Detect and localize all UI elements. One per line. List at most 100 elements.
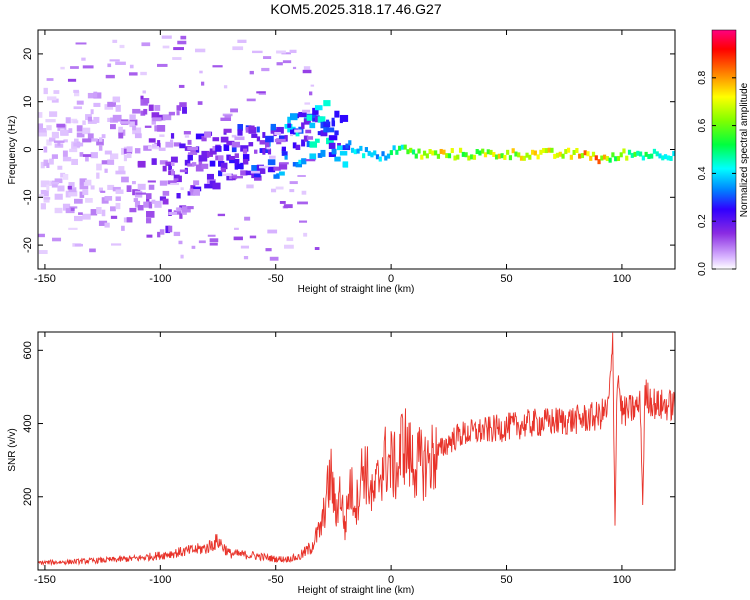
spectrogram-cell: [46, 78, 54, 81]
spectrogram-cell: [69, 148, 78, 153]
spectrogram-cell: [74, 138, 79, 146]
spectrogram-cell: [126, 153, 132, 159]
spectrogram-cell: [57, 185, 65, 192]
spectrogram-cell: [85, 179, 92, 186]
spectrogram-cell: [353, 149, 357, 155]
x-tick-label: 0: [388, 273, 394, 285]
spectrogram-cell: [528, 154, 532, 160]
spectrogram-cell: [132, 180, 136, 185]
spectrogram-cell: [317, 131, 323, 136]
spectrogram-cell: [359, 145, 363, 151]
spectrogram-cell: [115, 196, 121, 202]
spectrogram-cell: [73, 89, 79, 93]
spectrogram-cell: [112, 39, 118, 43]
spectrogram-cell: [172, 57, 182, 60]
spectrogram-cell: [74, 90, 80, 97]
spectrogram-cell: [237, 129, 243, 136]
spectrogram-cell: [180, 187, 184, 191]
spectrogram-cell: [511, 148, 515, 154]
x-tick-label: -50: [268, 574, 284, 586]
y-tick-label: 0: [22, 146, 34, 152]
spectrogram-cell: [143, 145, 152, 151]
spectrogram-cell: [187, 139, 192, 145]
spectrogram-cell: [123, 154, 127, 162]
spectrogram-cell: [193, 180, 200, 186]
spectrogram-cell: [157, 140, 161, 147]
spectrogram-cell: [162, 165, 167, 172]
spectrogram-cell: [475, 149, 479, 155]
spectrogram-cell: [298, 159, 303, 165]
spectrogram-cell: [428, 149, 432, 155]
spectrogram-cell: [220, 136, 229, 143]
snr-y-axis-label: SNR (v/v): [7, 428, 18, 471]
spectrogram-cell: [470, 154, 474, 160]
spectrogram-cell: [187, 163, 195, 167]
spectrogram-cell: [184, 159, 191, 166]
snr-frame: [37, 331, 676, 571]
colorbar-tick-label: 0.4: [697, 166, 708, 180]
spectrogram-cell: [292, 142, 297, 149]
spectrogram-cell: [141, 42, 151, 47]
spectrogram-cell: [259, 140, 266, 145]
spectrogram-cell: [414, 153, 418, 159]
spectrogram-cell: [328, 142, 336, 149]
spectrogram-cell: [159, 180, 168, 186]
spectrogram-cell: [74, 243, 83, 247]
spectrogram-cell: [655, 151, 659, 157]
spectrogram-cell: [101, 134, 106, 139]
spectrogram-cell: [76, 125, 83, 132]
spectrogram-cell: [276, 62, 283, 66]
spectrogram-cell: [146, 234, 153, 238]
spectrogram-cell: [201, 81, 205, 86]
spectrogram-cell: [303, 66, 311, 70]
spectrogram-cell: [348, 140, 352, 146]
spectrogram-cell: [148, 146, 159, 150]
spectrogram-cell: [220, 162, 228, 170]
spectrogram-cell: [49, 111, 58, 117]
spectrogram-cell: [104, 104, 114, 110]
spectrogram-cell: [306, 140, 310, 148]
spectrogram-cell: [154, 104, 161, 111]
spectrogram-cell: [246, 98, 256, 102]
spectrogram-cell: [661, 155, 665, 161]
spectrogram-cell: [178, 240, 183, 245]
spectrogram-cell: [223, 128, 232, 133]
spectrogram-cell: [375, 154, 380, 160]
spectrogram-cell: [104, 222, 110, 228]
spectrogram-cell: [110, 243, 122, 246]
spectrogram-cell: [284, 155, 288, 160]
spectrogram-cell: [602, 154, 607, 160]
spectrogram-cell: [176, 193, 181, 199]
spectrogram-cell: [195, 133, 205, 140]
spectrogram-cell: [254, 149, 258, 154]
spectrogram-cell: [591, 151, 596, 157]
spectrogram-cell: [154, 125, 160, 132]
spectrogram-cell: [121, 225, 125, 231]
spectrogram-cell: [224, 115, 232, 118]
x-tick-label: -100: [149, 574, 171, 586]
spectrogram-cell: [494, 154, 499, 160]
spectrogram-cell: [81, 57, 86, 61]
spectrogram-cell: [107, 159, 115, 165]
spectrogram-cell: [198, 155, 208, 162]
spectrogram-cell: [400, 144, 405, 150]
spectrogram-cell: [98, 220, 108, 226]
spectrogram-cell: [165, 228, 171, 234]
colorbar: 0.0 0.2 0.4 0.6 0.8 Normalized spectral ampl…: [697, 29, 750, 276]
spectrogram-cell: [126, 217, 133, 223]
spectrogram-cell: [51, 98, 59, 103]
spectrogram-cell: [267, 229, 278, 234]
spectrogram-cell: [256, 91, 266, 94]
chart-title: KOM5.2025.318.17.46.G27: [270, 1, 441, 17]
spectrogram-cell: [287, 126, 296, 133]
spectrogram-cell: [605, 156, 609, 162]
spectrogram-cell: [85, 197, 93, 203]
spectrogram-cell: [231, 145, 237, 153]
y-tick-label: -20: [22, 237, 34, 253]
spectrogram-cell: [263, 56, 272, 60]
spectrogram-cell: [303, 232, 308, 237]
spectrogram-cell: [187, 154, 193, 161]
spectrogram-cell: [242, 148, 248, 154]
spectrogram-cell: [223, 85, 228, 89]
spectrogram-cell: [67, 78, 77, 82]
